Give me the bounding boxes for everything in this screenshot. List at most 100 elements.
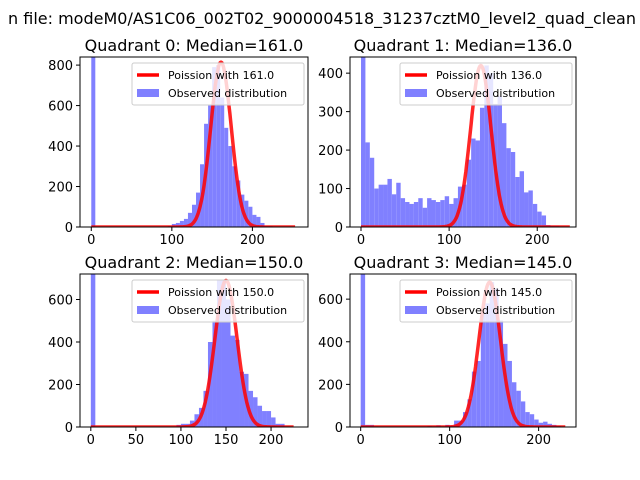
histogram-bar [91, 57, 96, 227]
y-tick-label: 400 [48, 336, 73, 351]
histogram-bar [532, 203, 538, 227]
subplot-title: Quadrant 0: Median=161.0 [85, 36, 304, 55]
y-tick-label: 0 [65, 221, 73, 236]
histogram-bar [488, 73, 494, 227]
poisson-curve [89, 278, 295, 427]
y-tick-label: 200 [318, 144, 343, 159]
x-tick-label: 200 [259, 433, 284, 448]
legend-patch-swatch [137, 89, 159, 97]
legend: Poission with 150.0 Observed distribution [131, 279, 305, 323]
histogram-bar [221, 280, 226, 427]
histogram-bar [510, 152, 516, 227]
histogram-bar [543, 421, 548, 427]
histogram-bar [466, 159, 472, 227]
histogram-bar [391, 194, 397, 227]
y-tick-label: 100 [318, 183, 343, 198]
subplot-2: 0 50 100 150 200 0 200 400 600 Quadrant 2: Median… [48, 253, 309, 448]
histogram-bar [374, 188, 379, 227]
subplot-0: 0 100 200 0 200 400 600 800 Quadrant 0: Median=1… [48, 36, 309, 248]
histogram-bar [462, 184, 467, 227]
histogram-bar [175, 222, 180, 227]
y-tick-label: 600 [48, 294, 73, 309]
histogram-bar [183, 218, 188, 227]
legend-patch-swatch [137, 306, 159, 314]
x-tick-label: 100 [437, 233, 462, 248]
histogram-bar [266, 411, 272, 427]
plot-area [360, 57, 571, 227]
histogram-bar [440, 200, 445, 227]
histogram-bar [515, 177, 520, 227]
histogram-bar [485, 303, 490, 427]
histogram-bar [271, 417, 276, 427]
histogram-bar [262, 411, 267, 427]
legend-frame [399, 279, 573, 323]
histogram-bar [528, 190, 533, 227]
histogram-bar [212, 67, 217, 227]
histogram-bar [409, 203, 414, 227]
y-tick-label: 0 [335, 421, 343, 436]
histogram-bar [252, 214, 257, 227]
histogram-bar [378, 184, 384, 227]
legend-label-observed: Observed distribution [436, 304, 555, 317]
histogram-bar [369, 157, 375, 227]
figure-suptitle: n file: modeM0/AS1C06_002T02_9000004518_… [8, 9, 636, 29]
histogram-bar [248, 390, 254, 427]
x-tick-label: 0 [87, 233, 95, 248]
histogram-bar [498, 320, 504, 427]
histogram-bar [511, 382, 517, 427]
legend-label-poisson: Poission with 150.0 [168, 286, 274, 299]
histogram-bar [534, 419, 539, 427]
legend-frame [131, 62, 305, 106]
axes-frame [79, 56, 309, 228]
x-tick-label: 0 [87, 433, 95, 448]
histogram-bar [475, 140, 480, 227]
legend-patch-swatch [405, 306, 427, 314]
y-tick-label: 400 [318, 67, 343, 82]
histogram-bar [471, 371, 477, 427]
histogram-bar [208, 105, 213, 227]
histogram-bar [454, 420, 459, 427]
histogram-bar [501, 123, 507, 227]
x-tick-label: 200 [526, 433, 551, 448]
x-tick-label: 0 [357, 433, 365, 448]
histogram-bar [225, 299, 231, 427]
histogram-bar [248, 206, 253, 227]
histogram-bar [365, 142, 370, 227]
histogram-bar [400, 198, 406, 227]
histogram-bar [471, 138, 476, 227]
histogram-bar [525, 412, 530, 427]
histogram-bar [257, 405, 263, 427]
histogram-bar [239, 371, 245, 427]
histogram-bar [236, 180, 241, 227]
histogram-bar [216, 65, 221, 227]
histogram-bar [427, 198, 432, 227]
histogram-bar [387, 178, 392, 227]
y-tick-label: 400 [48, 140, 73, 155]
y-tick-label: 0 [335, 221, 343, 236]
subplot-title: Quadrant 1: Median=136.0 [354, 36, 573, 55]
x-tick-label: 200 [240, 233, 265, 248]
histogram-bar [256, 216, 261, 227]
legend-patch-swatch [405, 89, 427, 97]
histogram-bar [179, 220, 184, 227]
x-tick-label: 100 [159, 233, 184, 248]
histogram-bar [235, 339, 240, 427]
subplot-3: 0 100 200 0 200 400 600 Quadrant 3: Median=145.… [318, 253, 577, 448]
legend-label-observed: Observed distribution [168, 304, 287, 317]
histogram-bar [494, 288, 499, 427]
histogram-bar [467, 399, 472, 427]
histogram-bar [516, 390, 521, 427]
histogram-bar [361, 57, 366, 227]
histogram-bar [519, 171, 525, 227]
histogram-bar [453, 198, 458, 227]
legend-label-observed: Observed distribution [168, 87, 287, 100]
histogram-bar [422, 207, 428, 227]
histogram-bar [479, 107, 485, 227]
axes-frame [349, 56, 577, 228]
x-tick-label: 100 [437, 433, 462, 448]
histogram-bar [444, 196, 450, 227]
histogram-bar [405, 202, 410, 227]
histogram-bar [232, 166, 237, 227]
x-tick-label: 50 [128, 433, 145, 448]
